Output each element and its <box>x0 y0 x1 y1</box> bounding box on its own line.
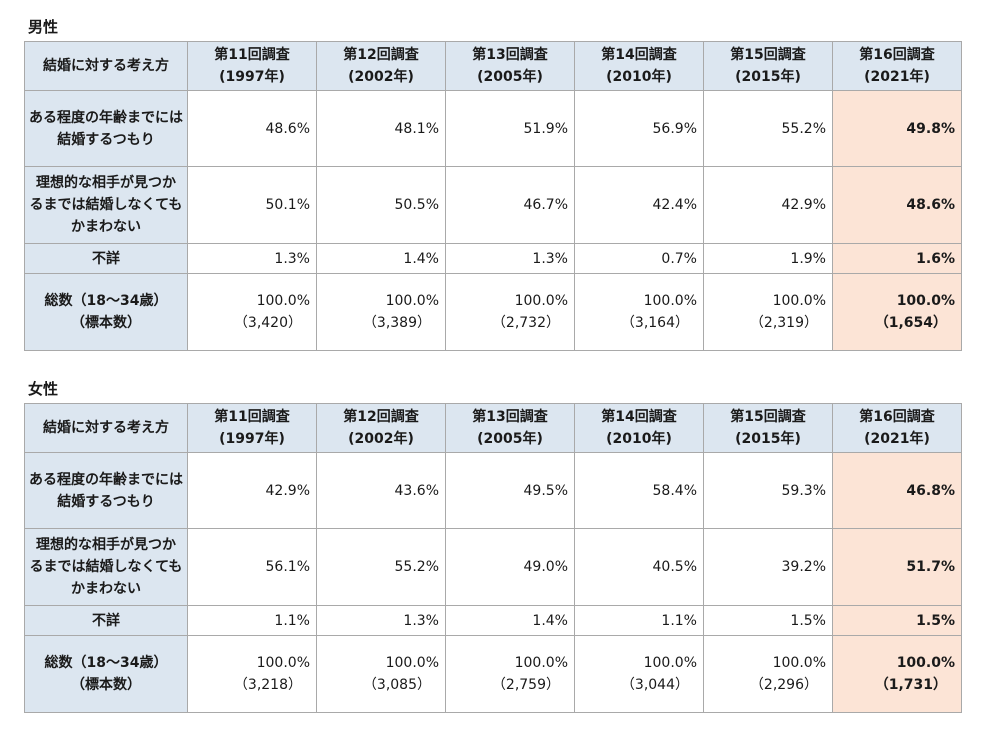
female-survey-table: 結婚に対する考え方 第11回調査 (1997年) 第12回調査 (2002年) 第1… <box>24 403 962 713</box>
survey-header-latest: 第16回調査 (2021年) <box>832 403 962 453</box>
survey-header: 第14回調査 (2010年) <box>574 41 704 91</box>
table-cell: 59.3% <box>703 452 833 529</box>
table-cell: 100.0% （2,319） <box>703 273 833 351</box>
survey-header: 第13回調査 (2005年) <box>445 403 575 453</box>
table-row-unknown: 不詳 1.3% 1.4% 1.3% 0.7% 1.9% 1.6% <box>24 243 962 274</box>
table-cell: 58.4% <box>574 452 704 529</box>
table-cell: 55.2% <box>316 528 446 606</box>
survey-header-latest: 第16回調査 (2021年) <box>832 41 962 91</box>
table-cell: 100.0% （3,389） <box>316 273 446 351</box>
table-cell: 1.9% <box>703 243 833 274</box>
table-cell: 51.9% <box>445 90 575 167</box>
table-cell-latest: 100.0% （1,731） <box>832 635 962 713</box>
table-row-by-age: ある程度の年齢までには 結婚するつもり 42.9% 43.6% 49.5% 58.… <box>24 452 962 529</box>
male-survey-table: 結婚に対する考え方 第11回調査 (1997年) 第12回調査 (2002年) 第1… <box>24 41 962 351</box>
survey-header: 第12回調査 (2002年) <box>316 41 446 91</box>
table-cell: 49.5% <box>445 452 575 529</box>
survey-header: 第13回調査 (2005年) <box>445 41 575 91</box>
table-cell: 100.0% （3,420） <box>187 273 317 351</box>
table-cell: 48.1% <box>316 90 446 167</box>
table-cell: 48.6% <box>187 90 317 167</box>
table-cell: 40.5% <box>574 528 704 606</box>
table-cell: 1.5% <box>703 605 833 636</box>
table-cell-latest: 1.5% <box>832 605 962 636</box>
row-label-unknown: 不詳 <box>24 605 188 636</box>
header-row: 結婚に対する考え方 第11回調査 (1997年) 第12回調査 (2002年) 第1… <box>24 403 962 453</box>
table-cell-latest: 1.6% <box>832 243 962 274</box>
table-row-unknown: 不詳 1.1% 1.3% 1.4% 1.1% 1.5% 1.5% <box>24 605 962 636</box>
survey-header: 第14回調査 (2010年) <box>574 403 704 453</box>
table-cell: 50.1% <box>187 166 317 244</box>
table-row-total: 総数（18～34歳） （標本数） 100.0% （3,420） 100.0% （3,3… <box>24 273 962 351</box>
table-cell: 1.1% <box>574 605 704 636</box>
survey-header: 第11回調査 (1997年) <box>187 403 317 453</box>
table-cell: 50.5% <box>316 166 446 244</box>
table-cell: 100.0% （3,218） <box>187 635 317 713</box>
survey-header: 第15回調査 (2015年) <box>703 403 833 453</box>
row-label-ideal: 理想的な相手が見つか るまでは結婚しなくても かまわない <box>24 528 188 606</box>
corner-header: 結婚に対する考え方 <box>24 403 188 453</box>
table-cell: 1.3% <box>316 605 446 636</box>
section-title-male: 男性 <box>28 18 59 36</box>
table-row-ideal: 理想的な相手が見つか るまでは結婚しなくても かまわない 50.1% 50.5% 4… <box>24 166 962 244</box>
table-cell: 1.3% <box>187 243 317 274</box>
table-cell-latest: 100.0% （1,654） <box>832 273 962 351</box>
row-label-total: 総数（18～34歳） （標本数） <box>24 635 188 713</box>
table-cell: 100.0% （3,085） <box>316 635 446 713</box>
table-cell: 0.7% <box>574 243 704 274</box>
table-cell: 43.6% <box>316 452 446 529</box>
table-cell: 49.0% <box>445 528 575 606</box>
row-label-unknown: 不詳 <box>24 243 188 274</box>
header-row: 結婚に対する考え方 第11回調査 (1997年) 第12回調査 (2002年) 第1… <box>24 41 962 91</box>
table-cell: 100.0% （2,296） <box>703 635 833 713</box>
section-title-female: 女性 <box>28 380 59 398</box>
table-cell: 42.9% <box>187 452 317 529</box>
table-cell: 100.0% （2,759） <box>445 635 575 713</box>
table-cell: 100.0% （3,164） <box>574 273 704 351</box>
table-cell: 100.0% （3,044） <box>574 635 704 713</box>
table-cell: 56.1% <box>187 528 317 606</box>
survey-header: 第12回調査 (2002年) <box>316 403 446 453</box>
row-label-total: 総数（18～34歳） （標本数） <box>24 273 188 351</box>
table-cell: 100.0% （2,732） <box>445 273 575 351</box>
table-cell: 42.4% <box>574 166 704 244</box>
table-cell: 42.9% <box>703 166 833 244</box>
row-label-ideal: 理想的な相手が見つか るまでは結婚しなくても かまわない <box>24 166 188 244</box>
row-label-by-age: ある程度の年齢までには 結婚するつもり <box>24 452 188 529</box>
table-cell-latest: 46.8% <box>832 452 962 529</box>
table-cell-latest: 48.6% <box>832 166 962 244</box>
table-row-by-age: ある程度の年齢までには 結婚するつもり 48.6% 48.1% 51.9% 56.… <box>24 90 962 167</box>
table-cell: 1.1% <box>187 605 317 636</box>
survey-header: 第11回調査 (1997年) <box>187 41 317 91</box>
table-cell-latest: 51.7% <box>832 528 962 606</box>
table-cell: 46.7% <box>445 166 575 244</box>
table-cell: 55.2% <box>703 90 833 167</box>
table-row-total: 総数（18～34歳） （標本数） 100.0% （3,218） 100.0% （3,0… <box>24 635 962 713</box>
table-cell: 1.4% <box>445 605 575 636</box>
table-row-ideal: 理想的な相手が見つか るまでは結婚しなくても かまわない 56.1% 55.2% 4… <box>24 528 962 606</box>
row-label-by-age: ある程度の年齢までには 結婚するつもり <box>24 90 188 167</box>
survey-header: 第15回調査 (2015年) <box>703 41 833 91</box>
table-cell: 1.3% <box>445 243 575 274</box>
table-cell: 39.2% <box>703 528 833 606</box>
table-cell: 56.9% <box>574 90 704 167</box>
table-cell-latest: 49.8% <box>832 90 962 167</box>
table-cell: 1.4% <box>316 243 446 274</box>
corner-header: 結婚に対する考え方 <box>24 41 188 91</box>
